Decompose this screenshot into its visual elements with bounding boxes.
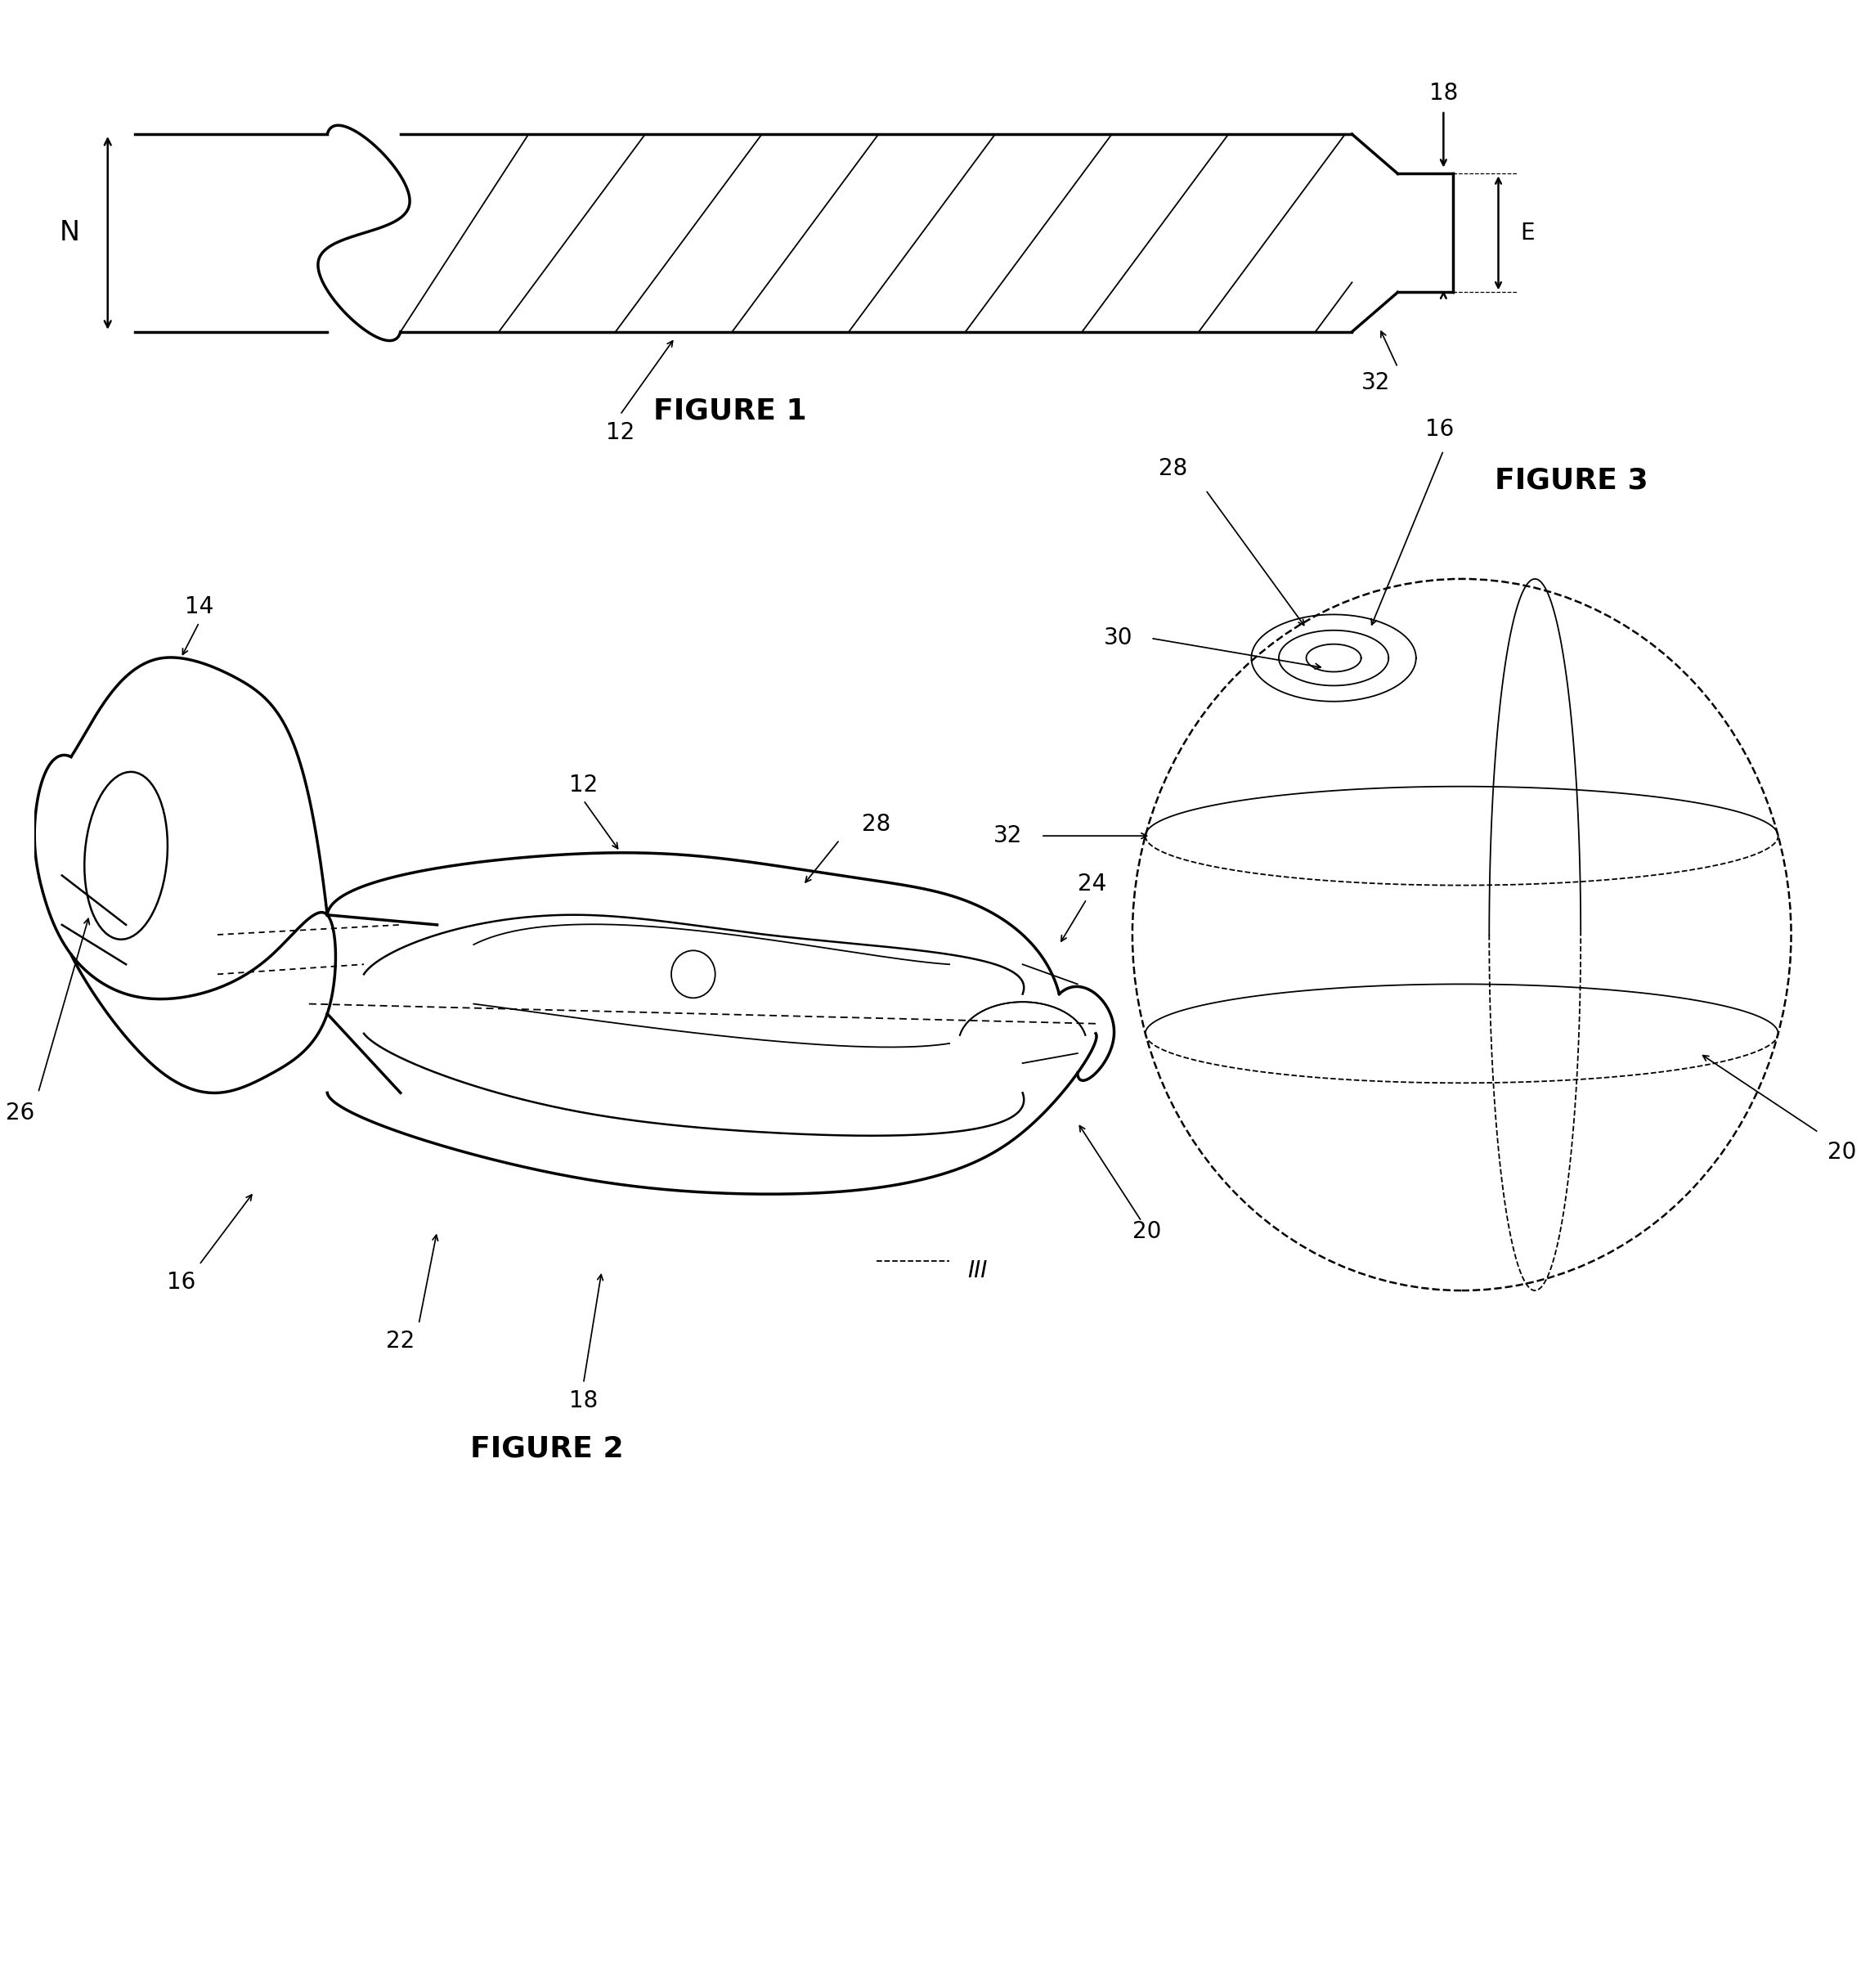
Text: 14: 14 [185, 596, 213, 618]
Text: 12: 12 [568, 773, 598, 797]
Text: 32: 32 [993, 825, 1023, 847]
Text: 20: 20 [1133, 1221, 1161, 1242]
Text: 32: 32 [1361, 372, 1389, 394]
Text: 28: 28 [862, 813, 890, 835]
Text: FIGURE 3: FIGURE 3 [1494, 465, 1647, 493]
Text: 30: 30 [1103, 626, 1133, 650]
Text: 24: 24 [1077, 873, 1107, 895]
Text: E: E [1520, 221, 1535, 245]
Text: 18: 18 [1429, 82, 1459, 105]
Text: N: N [60, 219, 80, 247]
Text: 12: 12 [606, 421, 634, 443]
Text: 18: 18 [568, 1390, 598, 1411]
Text: 22: 22 [385, 1330, 415, 1354]
Text: 16: 16 [1425, 417, 1455, 441]
Text: 28: 28 [1159, 457, 1187, 479]
Text: III: III [967, 1258, 987, 1282]
Text: 26: 26 [6, 1101, 34, 1123]
Text: FIGURE 1: FIGURE 1 [653, 398, 806, 425]
Text: 20: 20 [1827, 1141, 1857, 1163]
Text: FIGURE 2: FIGURE 2 [469, 1435, 623, 1463]
Text: 16: 16 [166, 1270, 194, 1294]
